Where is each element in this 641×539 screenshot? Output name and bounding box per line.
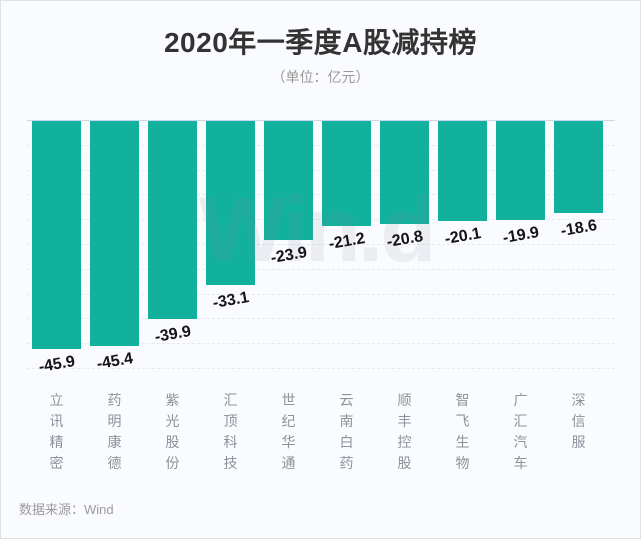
plot-area: Win.d -45.9 -45.4 -39.9 -33.1 -23.9 -21.2 -20.… xyxy=(27,120,615,376)
bar-世纪华通[interactable] xyxy=(264,121,313,240)
bar-深信服[interactable] xyxy=(554,121,603,213)
gridline--40 xyxy=(27,318,615,320)
category-label-顺丰控股[interactable]: 顺丰控股 xyxy=(397,392,412,471)
value-label: -20.1 xyxy=(442,224,482,249)
bar-立讯精密[interactable] xyxy=(32,121,81,349)
category-label-药明康德[interactable]: 药明康德 xyxy=(107,392,122,471)
category-label-云南白药[interactable]: 云南白药 xyxy=(339,392,354,471)
category-label-世纪华通[interactable]: 世纪华通 xyxy=(281,392,296,471)
category-label-紫光股份[interactable]: 紫光股份 xyxy=(165,392,180,471)
gridline--30 xyxy=(27,268,615,270)
bar-顺丰控股[interactable] xyxy=(380,121,429,224)
chart-title: 2020年一季度A股减持榜 xyxy=(163,27,477,58)
chart-subtitle: （单位：亿元） xyxy=(271,69,370,85)
source-note: 数据来源：Wind xyxy=(19,502,114,517)
bar-广汇汽车[interactable] xyxy=(496,121,545,220)
bar-紫光股份[interactable] xyxy=(148,121,197,319)
gridline--45 xyxy=(27,343,615,345)
gridline--10 xyxy=(27,169,615,171)
bar-智飞生物[interactable] xyxy=(438,121,487,221)
wind-watermark: Win.d xyxy=(199,179,437,281)
value-label: -45.9 xyxy=(36,352,76,377)
bar-药明康德[interactable] xyxy=(90,121,139,346)
value-label: -39.9 xyxy=(152,322,192,347)
value-label: -45.4 xyxy=(94,349,134,374)
value-label: -33.1 xyxy=(210,288,250,313)
value-label: -19.9 xyxy=(500,223,540,248)
zero-axis-line xyxy=(27,120,615,121)
gridline--35 xyxy=(27,293,615,295)
gridline--20 xyxy=(27,219,615,221)
category-label-汇顶科技[interactable]: 汇顶科技 xyxy=(223,392,238,471)
category-label-广汇汽车[interactable]: 广汇汽车 xyxy=(513,392,528,471)
gridline--50 xyxy=(27,368,615,369)
bar-汇顶科技[interactable] xyxy=(206,121,255,285)
gridline--25 xyxy=(27,244,615,245)
gridline--15 xyxy=(27,194,615,196)
bar-云南白药[interactable] xyxy=(322,121,371,226)
category-label-智飞生物[interactable]: 智飞生物 xyxy=(455,392,470,471)
category-label-立讯精密[interactable]: 立讯精密 xyxy=(49,392,64,471)
gridline--5 xyxy=(27,144,615,146)
category-label-深信服[interactable]: 深信服 xyxy=(571,392,586,450)
